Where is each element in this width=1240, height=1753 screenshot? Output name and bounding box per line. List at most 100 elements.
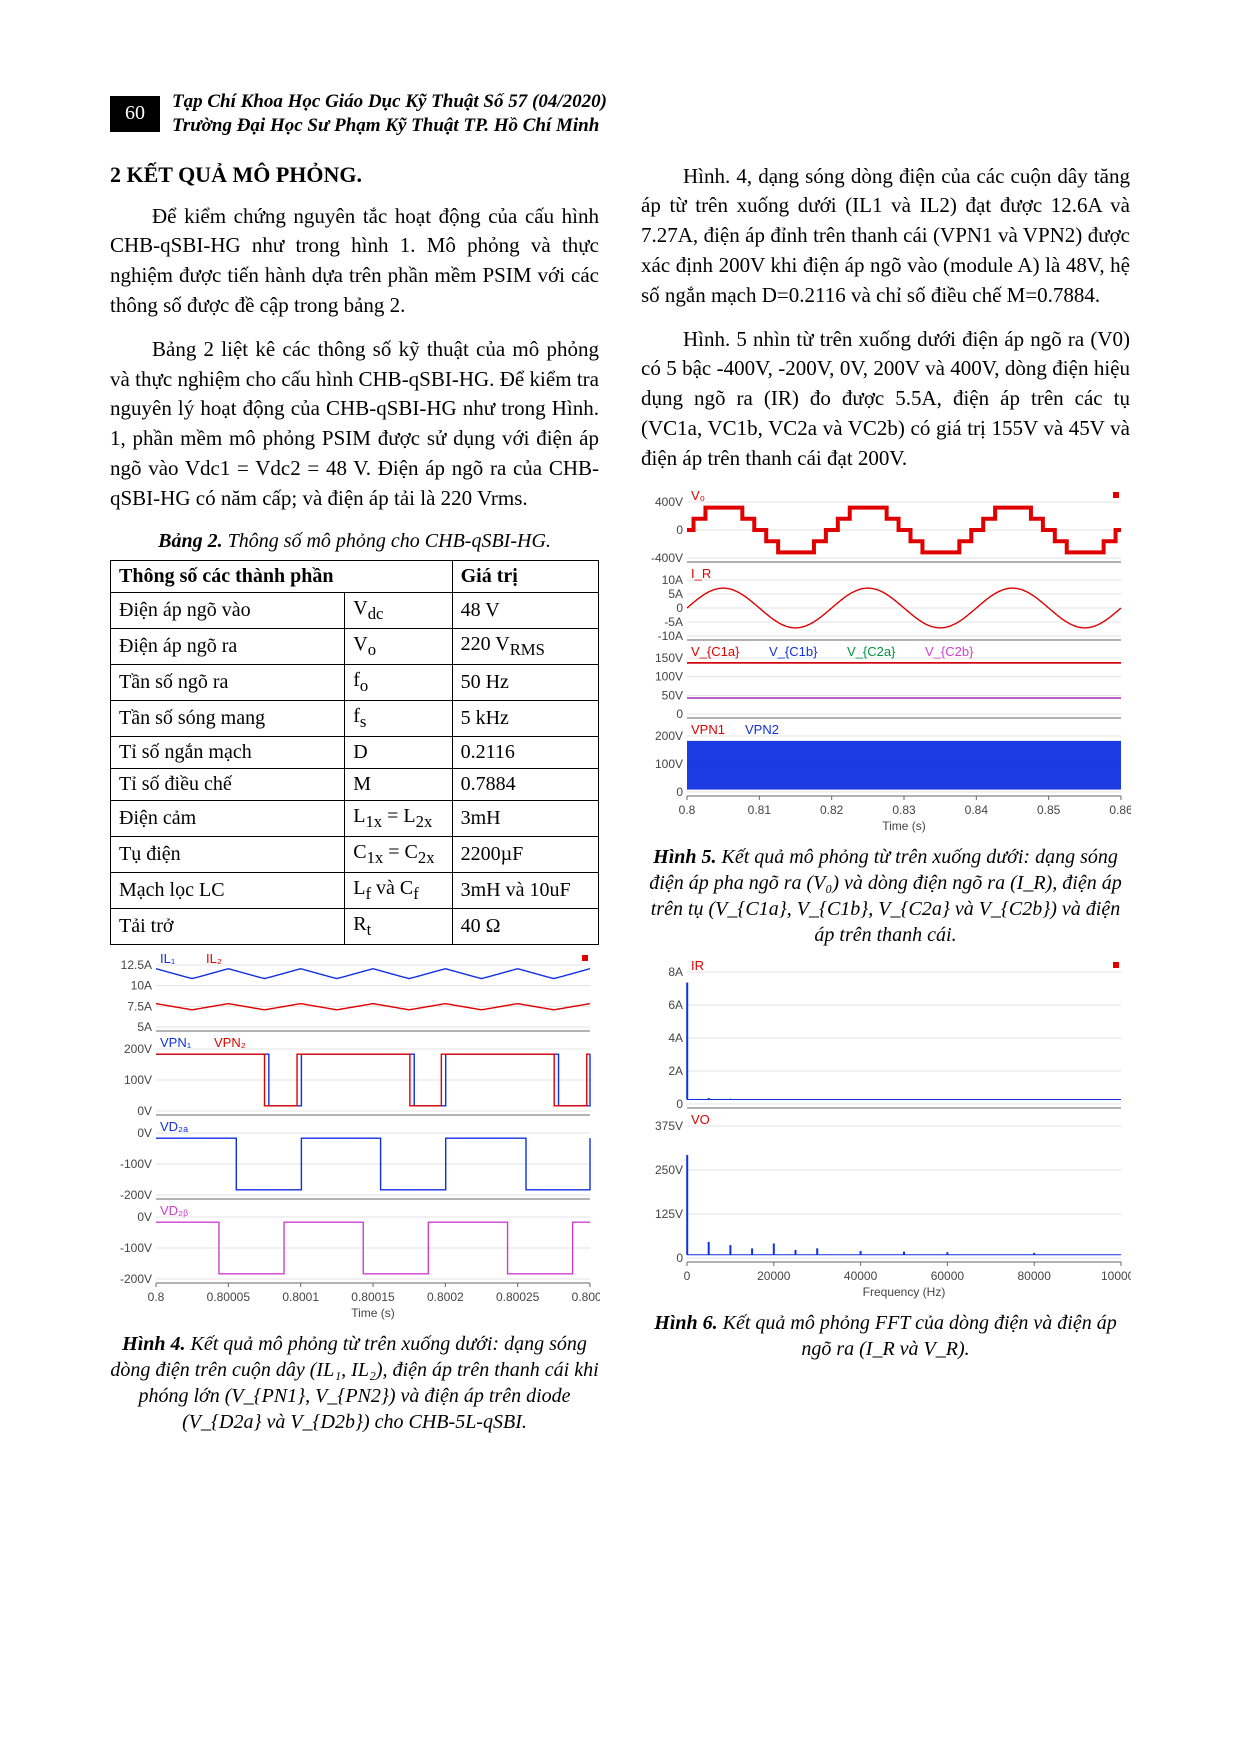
right-column: Hình. 4, dạng sóng dòng điện của các cuộ… xyxy=(641,162,1130,1441)
svg-text:5A: 5A xyxy=(668,587,683,601)
svg-text:0.8: 0.8 xyxy=(148,1290,165,1304)
svg-text:IL₂: IL₂ xyxy=(206,951,222,966)
svg-text:0.81: 0.81 xyxy=(748,803,772,817)
svg-text:V_{C1b}: V_{C1b} xyxy=(769,644,818,659)
table2-header-value: Giá trị xyxy=(452,560,598,592)
svg-text:Time (s): Time (s) xyxy=(351,1306,395,1320)
svg-text:0.8002: 0.8002 xyxy=(427,1290,464,1304)
left-column: 2 KẾT QUẢ MÔ PHỎNG. Để kiểm chứng nguyên… xyxy=(110,162,599,1441)
figure-4: 5A7.5A10A12.5AIL₁IL₂0V100V200VVPN₁VPN₂-2… xyxy=(110,951,599,1323)
svg-text:0: 0 xyxy=(676,785,683,799)
table2-header-params: Thông số các thành phần xyxy=(111,560,453,592)
svg-text:0: 0 xyxy=(684,1269,691,1283)
table-row: Tần số sóng mangfs5 kHz xyxy=(111,700,599,736)
svg-text:IR: IR xyxy=(691,958,704,973)
svg-text:80000: 80000 xyxy=(1018,1269,1052,1283)
svg-text:V_{C2b}: V_{C2b} xyxy=(925,644,974,659)
svg-text:10A: 10A xyxy=(662,573,683,587)
svg-text:Frequency (Hz): Frequency (Hz) xyxy=(863,1285,946,1299)
svg-text:40000: 40000 xyxy=(844,1269,878,1283)
svg-text:0.85: 0.85 xyxy=(1037,803,1061,817)
svg-text:125V: 125V xyxy=(655,1207,683,1221)
svg-text:VPN1: VPN1 xyxy=(691,722,725,737)
svg-text:0: 0 xyxy=(676,601,683,615)
svg-text:0.8: 0.8 xyxy=(679,803,696,817)
svg-text:0.80005: 0.80005 xyxy=(207,1290,251,1304)
paragraph-3: Hình. 4, dạng sóng dòng điện của các cuộ… xyxy=(641,162,1130,311)
chart-svg: 5A7.5A10A12.5AIL₁IL₂0V100V200VVPN₁VPN₂-2… xyxy=(110,951,600,1323)
svg-text:100V: 100V xyxy=(655,669,683,683)
svg-text:250V: 250V xyxy=(655,1163,683,1177)
svg-text:0.84: 0.84 xyxy=(965,803,989,817)
svg-text:-200V: -200V xyxy=(120,1272,152,1286)
svg-text:10A: 10A xyxy=(131,978,152,992)
table-row: Điện cảmL1x = L2x3mH xyxy=(111,800,599,836)
svg-text:60000: 60000 xyxy=(931,1269,965,1283)
svg-text:-400V: -400V xyxy=(651,551,683,565)
svg-text:-5A: -5A xyxy=(664,615,683,629)
svg-text:V_{C2a}: V_{C2a} xyxy=(847,644,896,659)
svg-text:100V: 100V xyxy=(124,1073,152,1087)
table2-caption: Bảng 2. Thông số mô phỏng cho CHB-qSBI-H… xyxy=(110,528,599,554)
svg-text:0: 0 xyxy=(676,707,683,721)
svg-text:0: 0 xyxy=(676,523,683,537)
svg-text:7.5A: 7.5A xyxy=(127,999,152,1013)
svg-text:0.8003: 0.8003 xyxy=(572,1290,600,1304)
svg-text:0V: 0V xyxy=(137,1210,152,1224)
svg-text:100000: 100000 xyxy=(1101,1269,1131,1283)
chart-svg: 02A4A6A8AIR0125V250V375VVO02000040000600… xyxy=(641,958,1131,1302)
svg-text:0.8001: 0.8001 xyxy=(282,1290,319,1304)
svg-text:375V: 375V xyxy=(655,1119,683,1133)
two-column-layout: 2 KẾT QUẢ MÔ PHỎNG. Để kiểm chứng nguyên… xyxy=(110,162,1130,1441)
journal-line-1: Tạp Chí Khoa Học Giáo Dục Kỹ Thuật Số 57… xyxy=(172,90,607,114)
svg-text:0: 0 xyxy=(676,1097,683,1111)
journal-line-2: Trường Đại Học Sư Phạm Kỹ Thuật TP. Hồ C… xyxy=(172,114,607,138)
section-heading: 2 KẾT QUẢ MÔ PHỎNG. xyxy=(110,162,599,188)
paragraph-2: Bảng 2 liệt kê các thông số kỹ thuật của… xyxy=(110,335,599,514)
svg-text:400V: 400V xyxy=(655,495,683,509)
svg-text:200V: 200V xyxy=(124,1042,152,1056)
svg-text:VD₂ᵦ: VD₂ᵦ xyxy=(160,1203,188,1218)
svg-text:VPN₁: VPN₁ xyxy=(160,1035,192,1050)
svg-text:6A: 6A xyxy=(668,998,683,1012)
svg-text:VPN₂: VPN₂ xyxy=(214,1035,246,1050)
svg-text:IL₁: IL₁ xyxy=(160,951,176,966)
svg-text:0.86: 0.86 xyxy=(1109,803,1131,817)
svg-text:2A: 2A xyxy=(668,1064,683,1078)
svg-text:0V: 0V xyxy=(137,1126,152,1140)
svg-text:0V: 0V xyxy=(137,1104,152,1118)
table-row: Tải trởRt40 Ω xyxy=(111,908,599,944)
svg-text:50V: 50V xyxy=(662,688,683,702)
table2: Thông số các thành phần Giá trị Điện áp … xyxy=(110,560,599,945)
svg-text:8A: 8A xyxy=(668,965,683,979)
table-row: Điện áp ngõ raVo220 VRMS xyxy=(111,628,599,664)
figure-5: -400V0400VV₀-10A-5A05A10AI_R050V100V150V… xyxy=(641,488,1130,836)
svg-text:-100V: -100V xyxy=(120,1157,152,1171)
svg-text:VPN2: VPN2 xyxy=(745,722,779,737)
svg-text:100V: 100V xyxy=(655,757,683,771)
figure-5-caption: Hình 5. Kết quả mô phỏng từ trên xuống d… xyxy=(641,844,1130,948)
svg-text:0.83: 0.83 xyxy=(892,803,916,817)
chart-svg: -400V0400VV₀-10A-5A05A10AI_R050V100V150V… xyxy=(641,488,1131,836)
svg-text:150V: 150V xyxy=(655,651,683,665)
svg-text:-200V: -200V xyxy=(120,1188,152,1202)
svg-text:0: 0 xyxy=(676,1251,683,1265)
paragraph-1: Để kiểm chứng nguyên tắc hoạt động của c… xyxy=(110,202,599,321)
svg-text:Time (s): Time (s) xyxy=(882,819,926,833)
table-row: Tần số ngõ rafo50 Hz xyxy=(111,664,599,700)
svg-text:0.82: 0.82 xyxy=(820,803,844,817)
paragraph-4: Hình. 5 nhìn từ trên xuống dưới điện áp … xyxy=(641,325,1130,474)
svg-text:I_R: I_R xyxy=(691,566,711,581)
table-row: Tụ điệnC1x = C2x2200µF xyxy=(111,836,599,872)
table-row: Điện áp ngõ vàoVdc48 V xyxy=(111,592,599,628)
svg-text:4A: 4A xyxy=(668,1031,683,1045)
figure-4-caption: Hình 4. Kết quả mô phỏng từ trên xuống d… xyxy=(110,1331,599,1435)
page-number-badge: 60 xyxy=(110,96,160,132)
svg-text:VO: VO xyxy=(691,1112,710,1127)
figure-6-caption: Hình 6. Kết quả mô phỏng FFT của dòng đi… xyxy=(641,1310,1130,1362)
table-row: Tỉ số ngắn mạchD0.2116 xyxy=(111,736,599,768)
journal-title: Tạp Chí Khoa Học Giáo Dục Kỹ Thuật Số 57… xyxy=(172,90,607,138)
svg-text:-100V: -100V xyxy=(120,1241,152,1255)
svg-text:0.80015: 0.80015 xyxy=(351,1290,395,1304)
page-header: 60 Tạp Chí Khoa Học Giáo Dục Kỹ Thuật Số… xyxy=(110,90,1130,138)
